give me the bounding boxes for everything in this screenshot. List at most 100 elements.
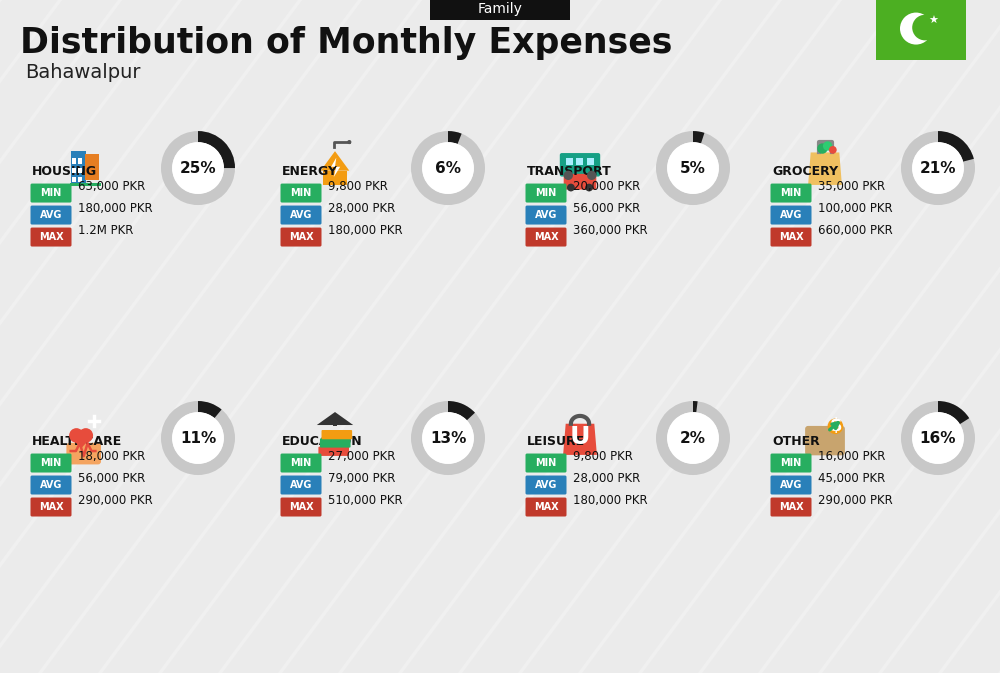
Text: 27,000 PKR: 27,000 PKR (328, 450, 395, 462)
Text: EDUCATION: EDUCATION (282, 435, 363, 448)
Circle shape (912, 142, 964, 194)
Text: 290,000 PKR: 290,000 PKR (818, 493, 893, 507)
Text: 56,000 PKR: 56,000 PKR (573, 201, 640, 215)
FancyBboxPatch shape (30, 454, 72, 472)
Text: AVG: AVG (535, 480, 557, 490)
Text: 290,000 PKR: 290,000 PKR (78, 493, 153, 507)
Circle shape (667, 142, 719, 194)
FancyBboxPatch shape (770, 497, 812, 516)
Text: MIN: MIN (535, 458, 557, 468)
Text: MAX: MAX (289, 232, 313, 242)
Text: TRANSPORT: TRANSPORT (527, 165, 612, 178)
FancyBboxPatch shape (770, 227, 812, 246)
FancyBboxPatch shape (30, 476, 72, 495)
Text: MIN: MIN (290, 458, 312, 468)
Circle shape (912, 15, 938, 40)
Circle shape (823, 141, 832, 151)
Text: AVG: AVG (290, 210, 312, 220)
Text: 1.2M PKR: 1.2M PKR (78, 223, 133, 236)
Text: AVG: AVG (40, 210, 62, 220)
Text: 660,000 PKR: 660,000 PKR (818, 223, 893, 236)
FancyBboxPatch shape (30, 497, 72, 516)
Text: MIN: MIN (780, 188, 802, 198)
Text: 16,000 PKR: 16,000 PKR (818, 450, 885, 462)
Text: HOUSING: HOUSING (32, 165, 97, 178)
FancyBboxPatch shape (576, 158, 583, 166)
FancyBboxPatch shape (280, 205, 322, 225)
Wedge shape (693, 131, 704, 143)
FancyBboxPatch shape (770, 205, 812, 225)
Polygon shape (331, 157, 340, 177)
Text: AVG: AVG (780, 210, 802, 220)
FancyBboxPatch shape (72, 176, 76, 182)
FancyBboxPatch shape (72, 168, 76, 173)
Text: 9,800 PKR: 9,800 PKR (328, 180, 388, 192)
FancyBboxPatch shape (280, 184, 322, 203)
Text: 45,000 PKR: 45,000 PKR (818, 472, 885, 485)
Wedge shape (938, 401, 969, 424)
Text: 100,000 PKR: 100,000 PKR (818, 201, 893, 215)
Text: MIN: MIN (40, 188, 62, 198)
Text: 28,000 PKR: 28,000 PKR (328, 201, 395, 215)
FancyBboxPatch shape (586, 158, 594, 166)
Circle shape (817, 143, 828, 153)
Circle shape (422, 412, 474, 464)
Text: 16%: 16% (920, 431, 956, 446)
Wedge shape (161, 401, 235, 475)
Text: AVG: AVG (40, 480, 62, 490)
FancyBboxPatch shape (30, 227, 72, 246)
Wedge shape (448, 131, 462, 144)
Text: MIN: MIN (535, 188, 557, 198)
Wedge shape (198, 401, 222, 418)
Circle shape (829, 146, 837, 153)
Text: ENERGY: ENERGY (282, 165, 338, 178)
FancyBboxPatch shape (66, 443, 101, 464)
Wedge shape (448, 401, 475, 421)
Text: U: U (570, 425, 590, 449)
FancyBboxPatch shape (526, 476, 566, 495)
Wedge shape (411, 131, 485, 205)
FancyBboxPatch shape (876, 0, 966, 60)
Text: MAX: MAX (534, 232, 558, 242)
FancyBboxPatch shape (320, 438, 351, 448)
Text: 180,000 PKR: 180,000 PKR (573, 493, 648, 507)
Wedge shape (161, 131, 235, 205)
Circle shape (585, 184, 593, 191)
FancyBboxPatch shape (430, 0, 570, 20)
Text: 180,000 PKR: 180,000 PKR (328, 223, 403, 236)
FancyBboxPatch shape (333, 418, 337, 425)
Text: 35,000 PKR: 35,000 PKR (818, 180, 885, 192)
Text: 5%: 5% (680, 161, 706, 176)
FancyBboxPatch shape (770, 476, 812, 495)
Circle shape (78, 428, 93, 443)
Text: 63,000 PKR: 63,000 PKR (78, 180, 145, 192)
FancyBboxPatch shape (564, 174, 596, 190)
Polygon shape (321, 151, 349, 171)
Wedge shape (656, 401, 730, 475)
Circle shape (69, 428, 84, 443)
FancyBboxPatch shape (322, 430, 352, 439)
Text: 6%: 6% (435, 161, 461, 176)
Wedge shape (693, 401, 698, 413)
FancyBboxPatch shape (30, 205, 72, 225)
Text: 180,000 PKR: 180,000 PKR (78, 201, 153, 215)
Text: 28,000 PKR: 28,000 PKR (573, 472, 640, 485)
Text: Family: Family (478, 2, 522, 16)
Text: 9,800 PKR: 9,800 PKR (573, 450, 633, 462)
FancyBboxPatch shape (318, 447, 349, 456)
Wedge shape (938, 131, 974, 162)
Text: HEALTHCARE: HEALTHCARE (32, 435, 122, 448)
Text: ★: ★ (928, 15, 938, 26)
Text: 21%: 21% (920, 161, 956, 176)
FancyBboxPatch shape (566, 158, 573, 166)
FancyBboxPatch shape (526, 497, 566, 516)
Wedge shape (901, 131, 975, 205)
Polygon shape (563, 424, 597, 455)
Wedge shape (198, 131, 235, 168)
Text: OTHER: OTHER (772, 435, 820, 448)
Polygon shape (69, 435, 93, 448)
FancyBboxPatch shape (323, 171, 347, 185)
FancyBboxPatch shape (526, 227, 566, 246)
Text: Distribution of Monthly Expenses: Distribution of Monthly Expenses (20, 26, 672, 60)
FancyBboxPatch shape (78, 176, 82, 182)
